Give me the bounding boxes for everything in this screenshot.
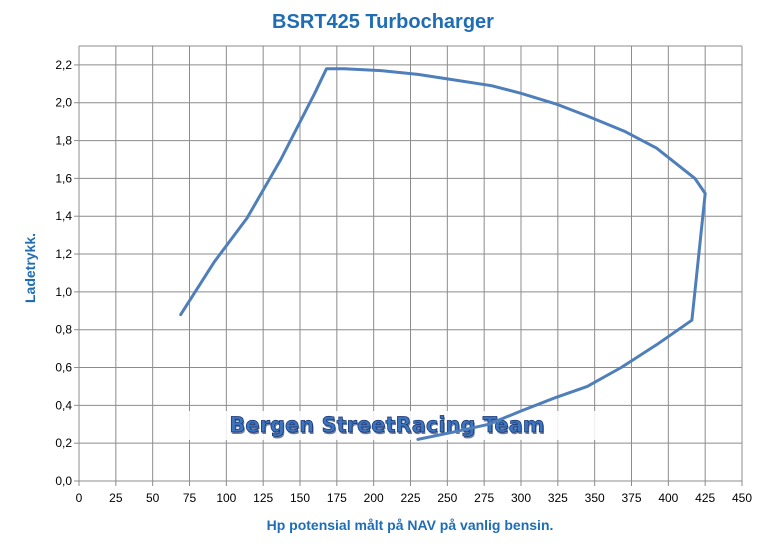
data-point — [416, 438, 420, 441]
data-point — [690, 319, 694, 322]
data-point — [343, 67, 346, 70]
x-tick-label: 300 — [511, 491, 531, 505]
x-tick-label: 150 — [290, 491, 310, 505]
data-point — [556, 103, 560, 106]
y-tick-labels: 0,0 0,2 0,4 0,6 0,8 1,0 1,2 1,4 1,6 1,8 2,0 2,2 — [55, 58, 72, 488]
x-axis-title: Hp potensial målt på NAV på vanlig bensi… — [267, 517, 554, 533]
data-point — [519, 409, 523, 413]
data-point — [519, 92, 523, 95]
data-point — [453, 78, 456, 82]
x-tick-labels: 0 25 50 75 100 125 150 175 200 225 250 275 300 325 350… — [76, 491, 753, 505]
data-point — [586, 114, 589, 118]
x-tick-label: 175 — [327, 491, 347, 505]
data-point — [179, 313, 182, 316]
y-tick-label: 0,6 — [55, 361, 72, 375]
watermark: Bergen StreetRacing Team Bergen StreetRa… — [157, 411, 618, 440]
y-tick-label: 1,0 — [55, 285, 72, 299]
series-layer — [179, 67, 707, 441]
y-axis-title: Ladetrykk. — [22, 233, 38, 303]
watermark-text: Bergen StreetRacing Team — [229, 413, 544, 437]
x-tick-label: 125 — [253, 491, 273, 505]
y-tick-label: 0,4 — [55, 398, 72, 412]
chart-title: BSRT425 Turbocharger — [272, 11, 494, 33]
y-tick-label: 0,2 — [55, 436, 72, 450]
data-point — [313, 92, 316, 95]
data-point — [325, 67, 328, 70]
data-point — [693, 177, 697, 180]
watermark-background — [157, 411, 618, 440]
x-tick-label: 0 — [76, 491, 83, 505]
x-tick-label: 450 — [732, 491, 752, 505]
x-tick-label: 100 — [216, 491, 236, 505]
data-point — [487, 423, 490, 426]
grid — [79, 45, 743, 481]
data-point — [213, 260, 216, 263]
x-tick-label: 25 — [109, 491, 123, 505]
y-tick-label: 1,8 — [55, 134, 72, 148]
x-tick-label: 225 — [400, 491, 420, 505]
x-tick-label: 375 — [621, 491, 641, 505]
data-point — [655, 343, 658, 347]
data-point — [416, 73, 420, 76]
x-tick-label: 250 — [437, 491, 457, 505]
data-point — [453, 430, 456, 434]
data-point — [622, 129, 626, 133]
data-point — [279, 158, 283, 161]
y-tick-label: 1,6 — [55, 171, 72, 185]
data-point — [703, 192, 707, 195]
x-tick-label: 325 — [548, 491, 568, 505]
data-point — [655, 146, 658, 150]
data-point — [490, 84, 493, 87]
x-tick-label: 50 — [146, 491, 160, 505]
x-tick-label: 275 — [474, 491, 494, 505]
x-tick-label: 350 — [585, 491, 605, 505]
data-point — [619, 366, 623, 369]
x-tick-label: 400 — [658, 491, 678, 505]
x-tick-label: 425 — [695, 491, 715, 505]
axes — [74, 46, 743, 486]
watermark-shadow: Bergen StreetRacing Team — [230, 415, 545, 439]
x-tick-label: 75 — [183, 491, 197, 505]
y-tick-label: 2,2 — [55, 58, 72, 72]
y-tick-label: 0,0 — [55, 474, 72, 488]
x-tick-label: 200 — [364, 491, 384, 505]
y-tick-label: 0,8 — [55, 323, 72, 337]
y-tick-label: 2,0 — [55, 96, 72, 110]
data-point — [586, 385, 589, 388]
data-point — [379, 69, 383, 72]
data-point — [553, 396, 557, 399]
data-point — [245, 216, 249, 220]
y-tick-label: 1,2 — [55, 247, 72, 261]
y-tick-label: 1,4 — [55, 209, 72, 223]
